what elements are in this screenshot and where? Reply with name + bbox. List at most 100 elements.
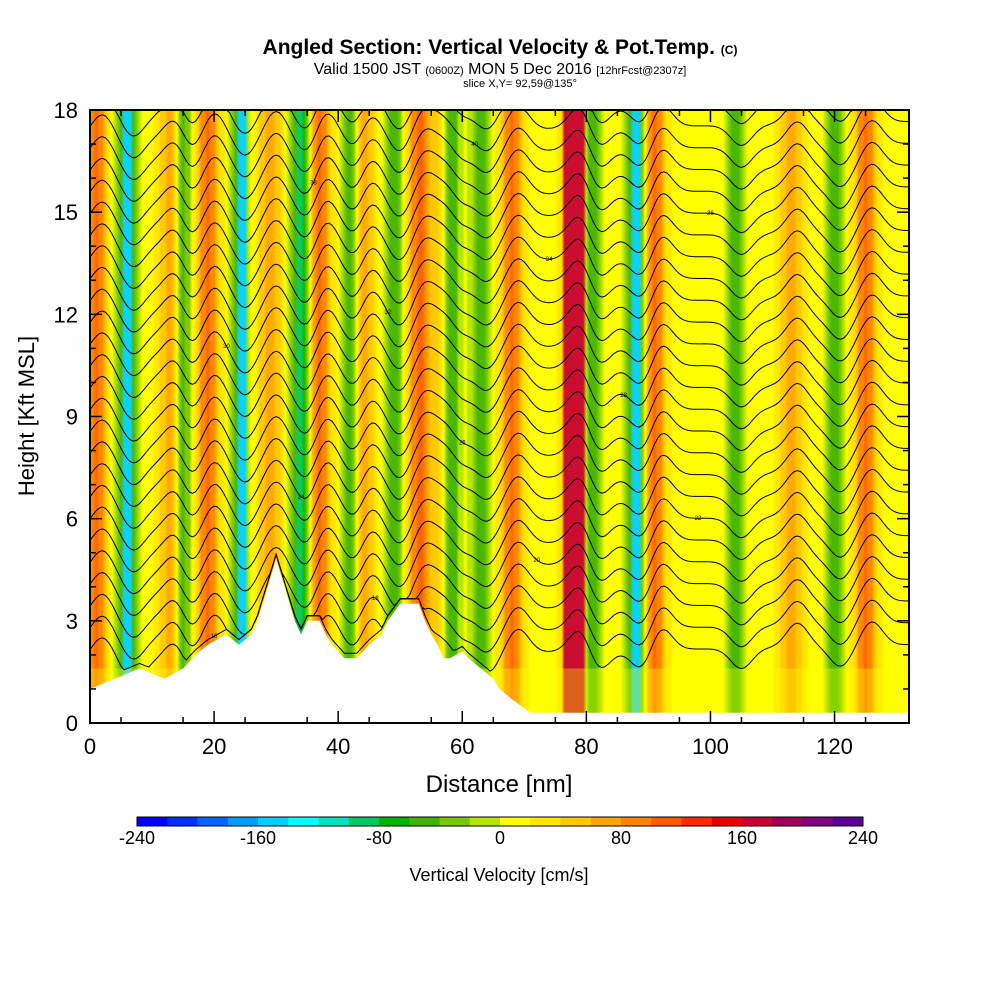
- theta-contour: [90, 552, 909, 617]
- x-tick-label: 120: [816, 734, 853, 759]
- colorbar-frame: [136, 816, 864, 827]
- colorbar-swatch: [530, 817, 561, 826]
- slice-info: slice X,Y= 92,59@135°: [463, 78, 577, 90]
- theta-contour: [90, 272, 909, 333]
- theta-contour-label: 40: [471, 142, 478, 148]
- colorbar-swatch: [711, 817, 743, 826]
- theta-contour-label: 34: [546, 257, 553, 263]
- theta-contour-label: 18: [372, 596, 379, 602]
- x-tick-label: 60: [450, 734, 474, 759]
- chart-subtitle: Valid 1500 JST (0600Z) MON 5 Dec 2016 [1…: [0, 62, 1000, 79]
- colorbar-tick-label: -240: [119, 828, 155, 848]
- y-axis-label: Height [Kft MSL]: [14, 336, 39, 496]
- theta-contour: [90, 294, 909, 355]
- colorbar-swatch: [348, 817, 380, 826]
- y-tick-label: 9: [66, 405, 78, 430]
- theta-contour: [90, 141, 909, 202]
- colorbar-swatch: [318, 817, 350, 826]
- colorbar-tick-label: 80: [611, 828, 631, 848]
- colorbar-swatch: [832, 817, 864, 826]
- pot-temp-contour-labels: 16 18 20 22 24 26 28 30 32 34 36 38 40: [211, 142, 715, 640]
- theta-contour: [90, 110, 909, 137]
- colorbar-tick-label: -80: [366, 828, 392, 848]
- pot-temp-contours: [90, 110, 909, 672]
- theta-contour-label: 30: [223, 344, 230, 350]
- colorbar-swatch: [439, 817, 471, 826]
- x-tick-label: 40: [326, 734, 350, 759]
- colorbar-swatch: [379, 817, 410, 826]
- theta-contour-label: 32: [384, 310, 391, 316]
- forecast-info: [12hrFcst@2307z]: [596, 65, 687, 77]
- y-tick-label: 0: [66, 711, 78, 736]
- theta-contour: [90, 185, 909, 246]
- theta-contour: [90, 447, 909, 508]
- valid-time: Valid 1500 JST: [313, 61, 421, 78]
- valid-date: MON 5 Dec 2016: [468, 61, 592, 78]
- terrain: [90, 559, 909, 723]
- colorbar-swatch: [167, 817, 198, 826]
- velocity-columns: [90, 110, 909, 723]
- theta-contour: [90, 534, 909, 595]
- theta-contour: [90, 338, 909, 399]
- utc-time: (0600Z): [425, 65, 464, 77]
- colorbar-swatch: [288, 817, 319, 826]
- chart-header: Angled Section: Vertical Velocity & Pot.…: [0, 36, 1000, 90]
- theta-contour-label: 22: [695, 516, 702, 522]
- x-tick-label: 80: [574, 734, 598, 759]
- theta-contour: [90, 552, 909, 660]
- colorbar-swatch: [681, 817, 713, 826]
- colorbar-tick-label: 240: [848, 828, 878, 848]
- theta-contour-label: 16: [211, 634, 218, 640]
- theta-contour: [90, 229, 909, 290]
- theta-contour-label: 20: [533, 558, 540, 564]
- colorbar-tick-label: 160: [727, 828, 757, 848]
- colorbar-swatch: [742, 817, 773, 826]
- colorbar-label: Vertical Velocity [cm/s]: [409, 865, 588, 885]
- theta-contour: [90, 512, 909, 573]
- terrain-fill: [90, 559, 909, 723]
- colorbar-swatch: [409, 817, 440, 826]
- theta-contour: [90, 163, 909, 224]
- theta-contour-label: 36: [707, 211, 714, 217]
- colorbar-swatch: [500, 817, 531, 826]
- colorbar-swatch: [621, 817, 652, 826]
- colorbar-tick-label: 0: [495, 828, 505, 848]
- theta-contour-label: 38: [310, 181, 317, 187]
- colorbar-tick-label: -160: [240, 828, 276, 848]
- colorbar-swatch: [651, 817, 682, 826]
- colorbar: -240 -160 -80 0 80 160 240: [119, 816, 878, 848]
- theta-contour: [90, 468, 909, 529]
- theta-contour: [90, 490, 909, 551]
- theta-contour: [90, 120, 909, 181]
- theta-contour: [90, 207, 909, 268]
- colorbar-swatch: [197, 817, 229, 826]
- theta-contour: [90, 110, 909, 159]
- x-tick-label: 0: [84, 734, 96, 759]
- x-axis-label: Distance [nm]: [426, 771, 573, 798]
- theta-contour: [90, 316, 909, 377]
- colorbar-swatch: [560, 817, 592, 826]
- colorbar-swatch: [772, 817, 803, 826]
- theta-contour-label: 24: [298, 495, 305, 501]
- theta-contour-label: 28: [620, 393, 627, 399]
- colorbar-swatch: [258, 817, 289, 826]
- title-unit: (C): [720, 43, 738, 57]
- colorbar-swatch: [590, 817, 622, 826]
- y-tick-label: 15: [54, 200, 78, 225]
- x-tick-label: 100: [692, 734, 729, 759]
- title-text: Angled Section: Vertical Velocity & Pot.…: [262, 36, 715, 59]
- colorbar-swatch: [137, 817, 168, 826]
- theta-contour: [90, 381, 909, 442]
- theta-contour: [90, 425, 909, 486]
- chart-title: Angled Section: Vertical Velocity & Pot.…: [0, 36, 1000, 62]
- colorbar-swatch: [227, 817, 259, 826]
- theta-contour-label: 26: [459, 440, 466, 446]
- theta-contour: [90, 552, 909, 638]
- colorbar-swatch: [802, 817, 834, 826]
- theta-contour: [90, 403, 909, 464]
- y-tick-label: 18: [54, 98, 78, 123]
- theta-contour: [90, 250, 909, 311]
- vertical-velocity-field: [90, 110, 909, 723]
